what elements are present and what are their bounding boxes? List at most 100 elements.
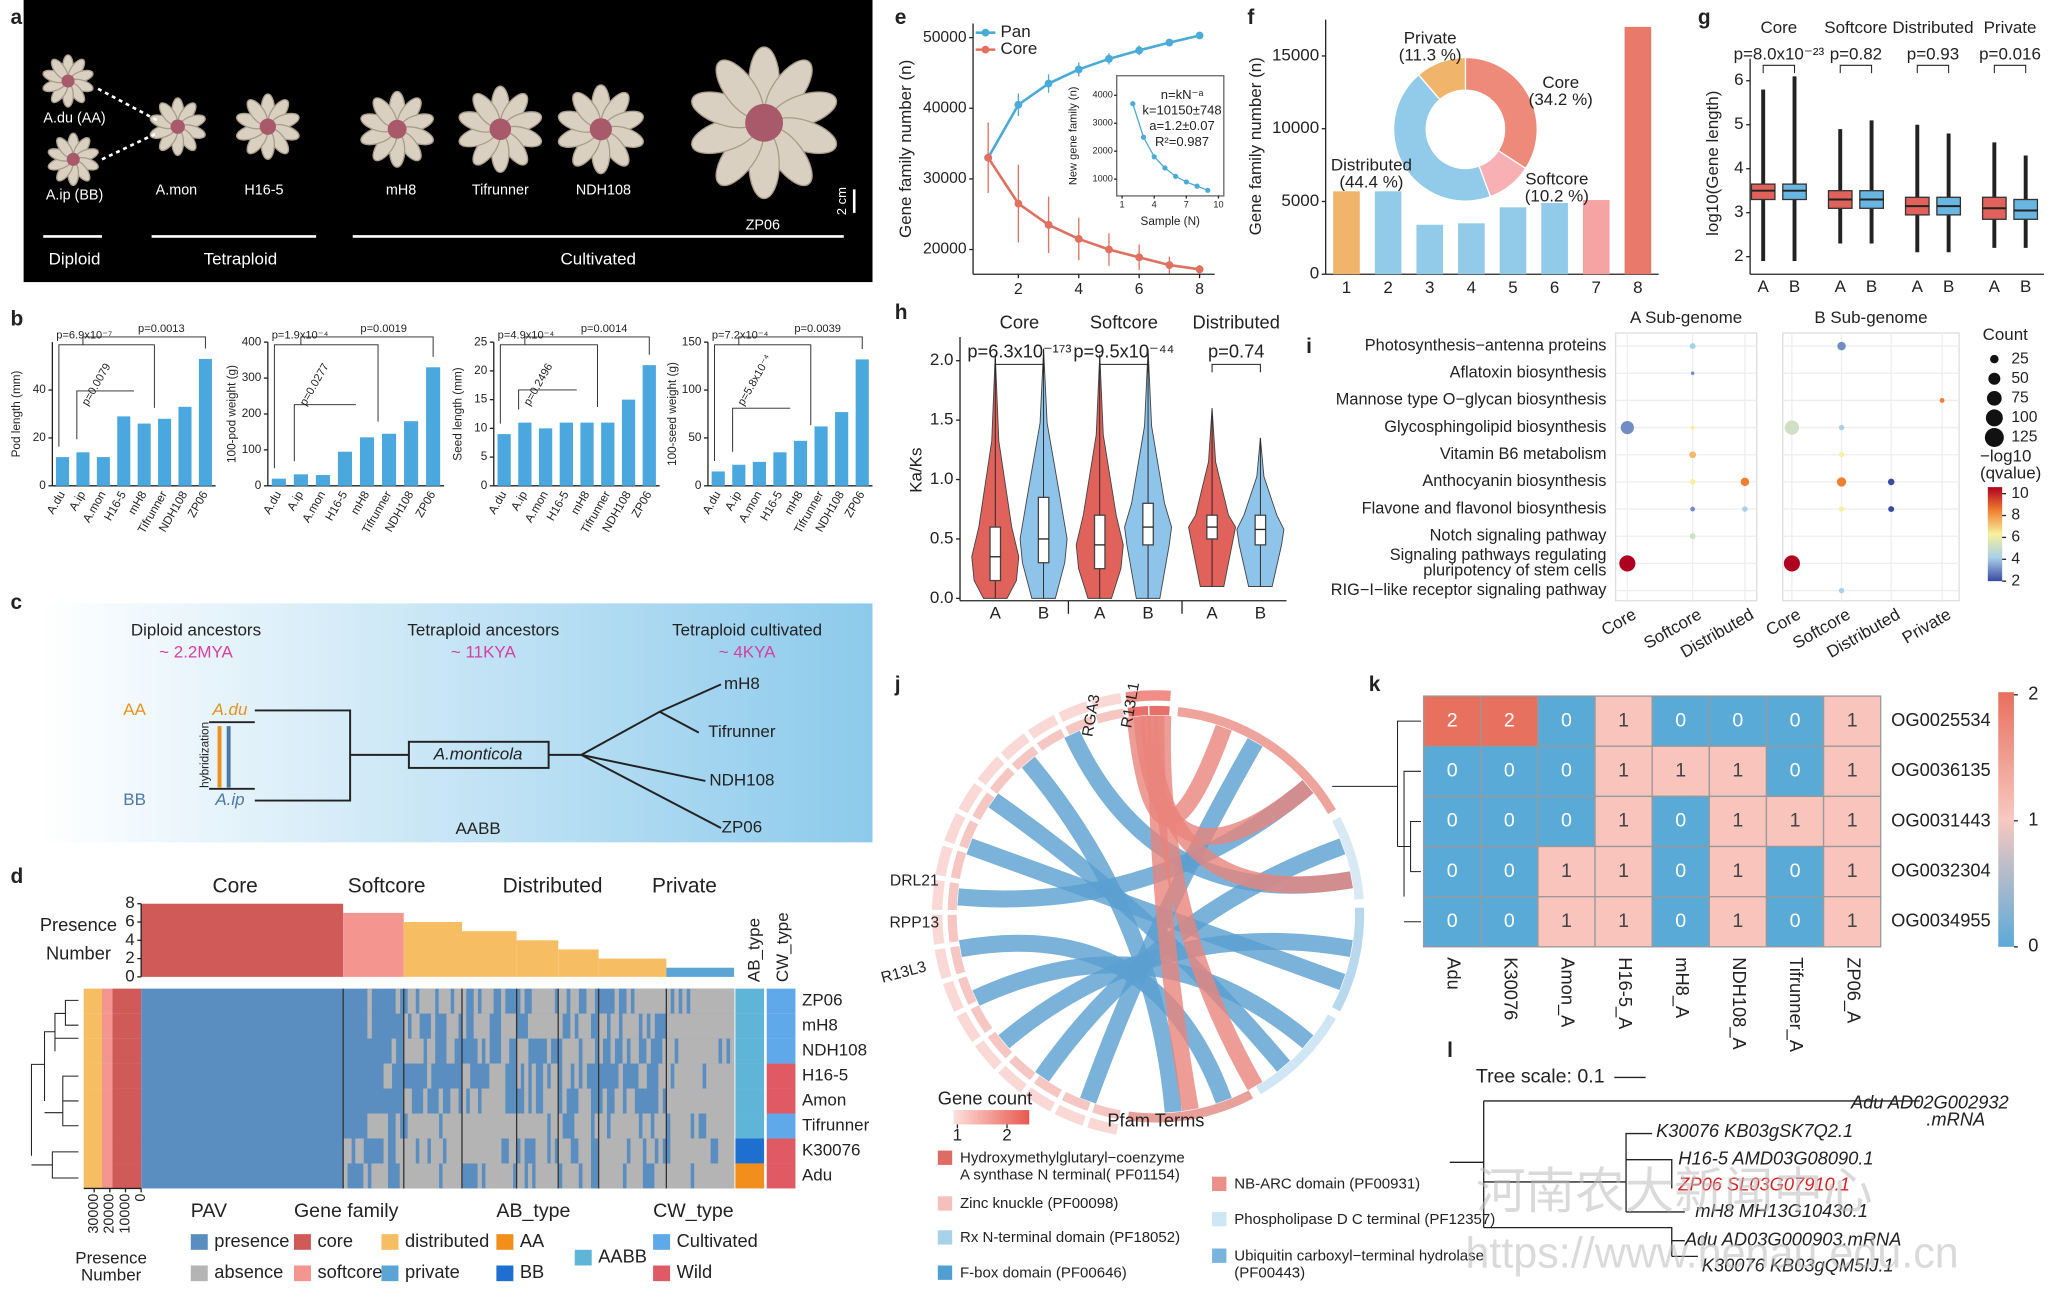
absence-cell <box>535 1113 540 1139</box>
y-tick-label: 20 <box>33 431 47 444</box>
leaf-label: K30076 KB03gSK7Q2.1 <box>1656 1120 1853 1141</box>
absence-cell <box>730 1063 735 1089</box>
absence-cell <box>403 1138 409 1164</box>
gene-count-ring <box>942 811 968 846</box>
x-tick-label: H16-5 <box>102 489 129 524</box>
absence-cell <box>469 1113 475 1139</box>
row-bar <box>112 1138 142 1164</box>
donut-slice <box>1417 56 1467 101</box>
column-label: ZP06_A <box>1842 957 1864 1024</box>
gene-count-ring <box>933 843 955 878</box>
legend-label: Core <box>1000 39 1037 58</box>
absence-cell <box>558 1138 563 1164</box>
absence-cell <box>698 1138 703 1164</box>
absence-cell <box>670 1163 675 1189</box>
dot <box>1689 478 1696 485</box>
p-value: p=6.3x10⁻¹⁷³ <box>967 340 1071 361</box>
leaf-label: .mRNA <box>1926 1108 1985 1129</box>
absence-cell <box>543 1138 548 1164</box>
absence-cell <box>626 1013 631 1039</box>
panel-label: g <box>1698 6 1711 29</box>
y-tick-label: 10000 <box>1272 118 1319 137</box>
absence-cell <box>674 988 679 1014</box>
absence-cell <box>722 988 727 1014</box>
legend-swatch <box>1212 1211 1227 1227</box>
absence-cell <box>702 1163 707 1189</box>
leaf-label: H16-5 AMD03G08090.1 <box>1678 1148 1873 1169</box>
absence-cell <box>489 1138 494 1164</box>
y-tick-label: 0.5 <box>930 528 954 547</box>
absence-cell <box>558 1113 563 1139</box>
row-bar <box>101 1088 113 1114</box>
heat-cell <box>1594 896 1653 948</box>
heat-cell <box>1594 695 1653 747</box>
bar <box>178 406 192 486</box>
gene-segment <box>946 913 961 945</box>
y-tick-label: 20000 <box>923 241 967 258</box>
pathway-label: Anthocyanin biosynthesis <box>1422 472 1606 490</box>
y-tick-label: 0 <box>695 479 702 492</box>
pfam-segment <box>1330 815 1366 902</box>
absence-cell <box>446 1038 451 1064</box>
legend-title: PAV <box>191 1200 227 1222</box>
absence-cell <box>550 1138 555 1164</box>
gene-label: DRL21 <box>890 873 939 890</box>
cell-label: 1 <box>1847 810 1858 832</box>
legend-label: Cultivated <box>677 1230 758 1251</box>
absence-cell <box>582 1038 587 1064</box>
heat-cell <box>1480 795 1539 848</box>
absence-cell <box>489 1063 494 1089</box>
y-tick-label: 15 <box>474 393 488 406</box>
absence-cell <box>504 1013 510 1039</box>
absence-cell <box>674 1013 679 1039</box>
absence-cell <box>550 1013 555 1039</box>
heat-cell <box>1822 795 1882 848</box>
absence-cell <box>501 1163 506 1189</box>
absence-cell <box>626 988 631 1014</box>
absence-cell <box>718 1163 723 1189</box>
sample-label: Adu <box>802 1165 832 1184</box>
absence-cell <box>407 1038 412 1064</box>
absence-cell <box>606 1138 611 1164</box>
absence-cell <box>674 1063 679 1089</box>
row-label: OG0036135 <box>1891 759 1991 780</box>
absence-cell <box>686 1113 691 1139</box>
absence-cell <box>430 1138 436 1164</box>
row-bar <box>83 1088 102 1114</box>
pathway-label: Aflatoxin biosynthesis <box>1450 364 1607 382</box>
row-bar <box>101 1113 113 1139</box>
bar <box>1458 223 1485 275</box>
bar <box>359 437 375 486</box>
absence-cell <box>666 1013 671 1039</box>
x-tick-label: B <box>1789 277 1800 296</box>
absence-cell <box>493 1138 498 1164</box>
x-tick-label: 6 <box>1550 278 1559 297</box>
absence-cell <box>578 1088 583 1114</box>
presence-bar <box>403 922 462 977</box>
panel-label: f <box>1247 6 1254 29</box>
absence-cell <box>614 1088 619 1114</box>
absence-cell <box>535 1013 540 1039</box>
dot <box>1838 424 1845 431</box>
absence-cell <box>626 1113 631 1139</box>
absence-cell <box>524 1063 529 1089</box>
y-tick-label: 30000 <box>923 170 967 187</box>
tree <box>209 683 722 829</box>
gene-count-ring <box>1026 713 1061 741</box>
p-value: p=0.0013 <box>138 323 185 335</box>
x-tick-label: ZP06 <box>842 489 868 520</box>
row-bar <box>101 1163 113 1189</box>
stage-time: ~ 2.2MYA <box>159 642 233 661</box>
absence-cell <box>546 1013 552 1039</box>
pathway-label: pluripotency of stem cells <box>1423 562 1606 580</box>
absence-cell <box>678 1013 683 1039</box>
absence-cell <box>481 1088 486 1114</box>
absence-cell <box>586 988 591 1014</box>
panel-label: i <box>1306 335 1312 358</box>
x-tick-label: 1 <box>1120 199 1125 209</box>
column-label: Private <box>1899 605 1954 648</box>
row-bar <box>112 1063 142 1089</box>
absence-cell <box>535 1163 540 1189</box>
y-tick-label: 300 <box>242 371 262 384</box>
absence-cell <box>698 1063 703 1089</box>
